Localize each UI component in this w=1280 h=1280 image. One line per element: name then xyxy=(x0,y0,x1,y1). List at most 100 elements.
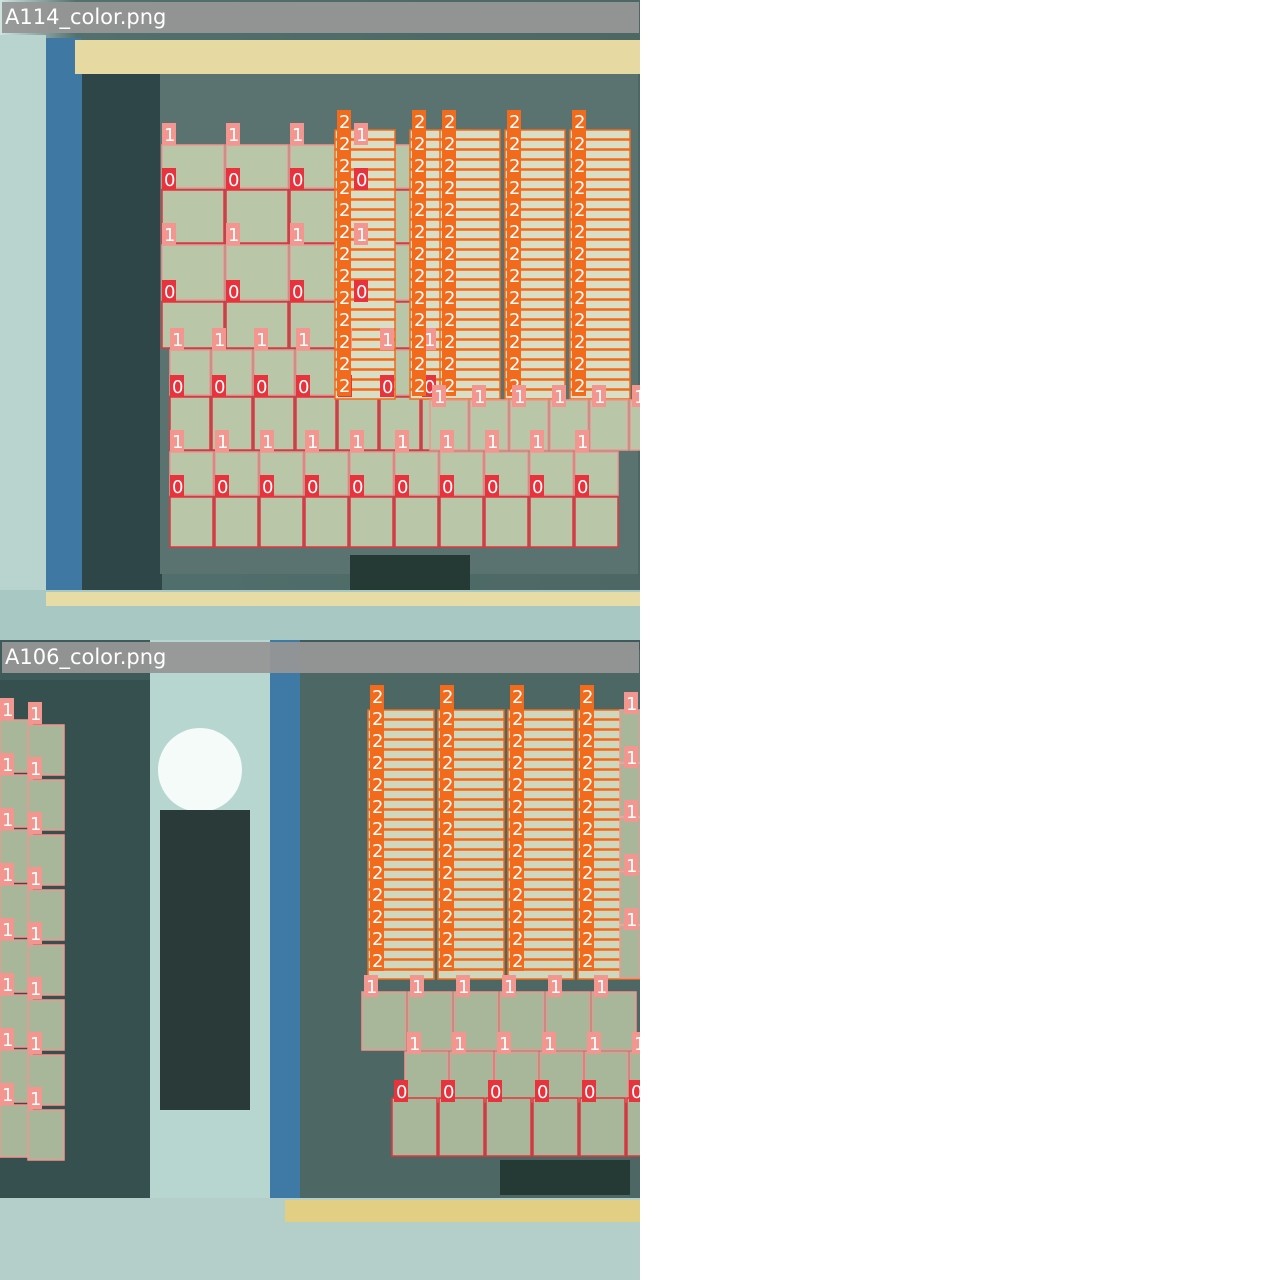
detection-label-text: 2 xyxy=(582,775,593,796)
detection-label-bg xyxy=(507,242,521,264)
detection-box xyxy=(439,129,501,140)
detection-label-text: 2 xyxy=(509,266,520,287)
detection-label-bg xyxy=(572,308,586,330)
detection-box xyxy=(485,1097,532,1157)
detection-box xyxy=(367,959,435,970)
detection-box xyxy=(569,169,631,180)
detection-label-bg xyxy=(28,1032,42,1054)
detection-box xyxy=(439,289,501,300)
detection-label-text: 2 xyxy=(582,709,593,730)
detection-label-text: 2 xyxy=(339,266,350,287)
detection-label-text: 2 xyxy=(442,775,453,796)
detection-box xyxy=(404,1051,449,1103)
detection-label-text: 1 xyxy=(596,977,607,998)
detection-box xyxy=(507,789,575,800)
detection-label-text: 0 xyxy=(292,170,303,191)
detection-label-text: 0 xyxy=(228,170,239,191)
detection-label-text: 2 xyxy=(414,200,425,221)
detection-label-bg xyxy=(542,1032,556,1054)
detection-label-bg xyxy=(28,702,42,724)
detection-box xyxy=(367,939,435,950)
detection-label-text: 2 xyxy=(512,885,523,906)
detection-label-text: 2 xyxy=(442,819,453,840)
detection-box xyxy=(439,199,501,210)
detection-box xyxy=(367,809,435,820)
detection-label-bg xyxy=(472,385,486,407)
detection-label-bg xyxy=(28,1087,42,1109)
detection-box xyxy=(577,739,640,750)
detection-label-text: 1 xyxy=(2,755,13,776)
detection-box xyxy=(437,899,505,910)
detection-box xyxy=(449,1051,494,1103)
detection-label-text: 0 xyxy=(217,477,228,498)
detection-label-text: 1 xyxy=(228,125,239,146)
detection-label-text: 2 xyxy=(414,134,425,155)
detection-label-text: 2 xyxy=(339,156,350,177)
detection-label-bg xyxy=(572,352,586,374)
detection-label-text: 1 xyxy=(424,330,435,351)
detection-box xyxy=(367,709,435,720)
detection-label-bg xyxy=(440,905,454,927)
detection-box xyxy=(437,819,505,830)
detection-label-bg xyxy=(442,220,456,242)
detection-label-text: 1 xyxy=(352,432,363,453)
detection-label-bg xyxy=(0,1083,14,1105)
detection-label-text: 0 xyxy=(424,377,435,398)
detection-label-bg xyxy=(507,154,521,176)
detection-box xyxy=(367,839,435,850)
detection-label-bg xyxy=(370,839,384,861)
detection-label-bg xyxy=(580,883,594,905)
detection-label-bg xyxy=(442,176,456,198)
detection-label-text: 2 xyxy=(574,156,585,177)
detection-label-text: 2 xyxy=(582,907,593,928)
detection-box xyxy=(367,889,435,900)
detection-label-text: 2 xyxy=(574,134,585,155)
detection-label-bg xyxy=(440,883,454,905)
detection-label-bg xyxy=(337,176,351,198)
detection-label-bg xyxy=(412,110,426,132)
detection-box xyxy=(507,739,575,750)
detection-label-text: 1 xyxy=(504,977,515,998)
detection-label-bg xyxy=(624,800,638,822)
rack-frame xyxy=(160,810,250,1110)
detection-box xyxy=(437,719,505,730)
detection-box xyxy=(334,319,396,330)
detection-box xyxy=(437,949,505,960)
detection-label-bg xyxy=(260,475,274,497)
detection-box xyxy=(439,359,501,370)
tile-1-filename: A114_color.png xyxy=(2,2,639,33)
detection-label-bg xyxy=(254,328,268,350)
detection-box xyxy=(367,869,435,880)
detection-label-bg xyxy=(442,110,456,132)
detection-label-text: 2 xyxy=(509,178,520,199)
detection-label-bg xyxy=(440,817,454,839)
detection-box xyxy=(507,889,575,900)
detection-box xyxy=(569,179,631,190)
detection-box xyxy=(577,929,640,940)
detection-label-text: 2 xyxy=(574,200,585,221)
detection-box xyxy=(439,369,501,380)
detection-label-text: 1 xyxy=(172,432,183,453)
detection-label-text: 2 xyxy=(339,288,350,309)
detection-box xyxy=(589,399,629,451)
light-glare xyxy=(158,728,242,812)
detection-label-text: 2 xyxy=(574,310,585,331)
detection-box xyxy=(437,909,505,920)
detection-box xyxy=(437,839,505,850)
detection-label-text: 1 xyxy=(589,1034,600,1055)
detection-box xyxy=(504,319,566,330)
detection-label-text: 2 xyxy=(512,775,523,796)
detection-label-bg xyxy=(580,905,594,927)
detection-box xyxy=(367,779,435,790)
detection-label-text: 2 xyxy=(414,266,425,287)
detection-box xyxy=(437,859,505,870)
detection-label-bg xyxy=(572,264,586,286)
detection-box xyxy=(439,229,501,240)
detection-label-text: 2 xyxy=(339,200,350,221)
detection-label-text: 2 xyxy=(582,951,593,972)
detection-label-text: 0 xyxy=(577,477,588,498)
detection-label-text: 1 xyxy=(2,920,13,941)
detection-box xyxy=(577,969,640,980)
detection-box xyxy=(439,139,501,150)
detection-label-bg xyxy=(572,374,586,396)
